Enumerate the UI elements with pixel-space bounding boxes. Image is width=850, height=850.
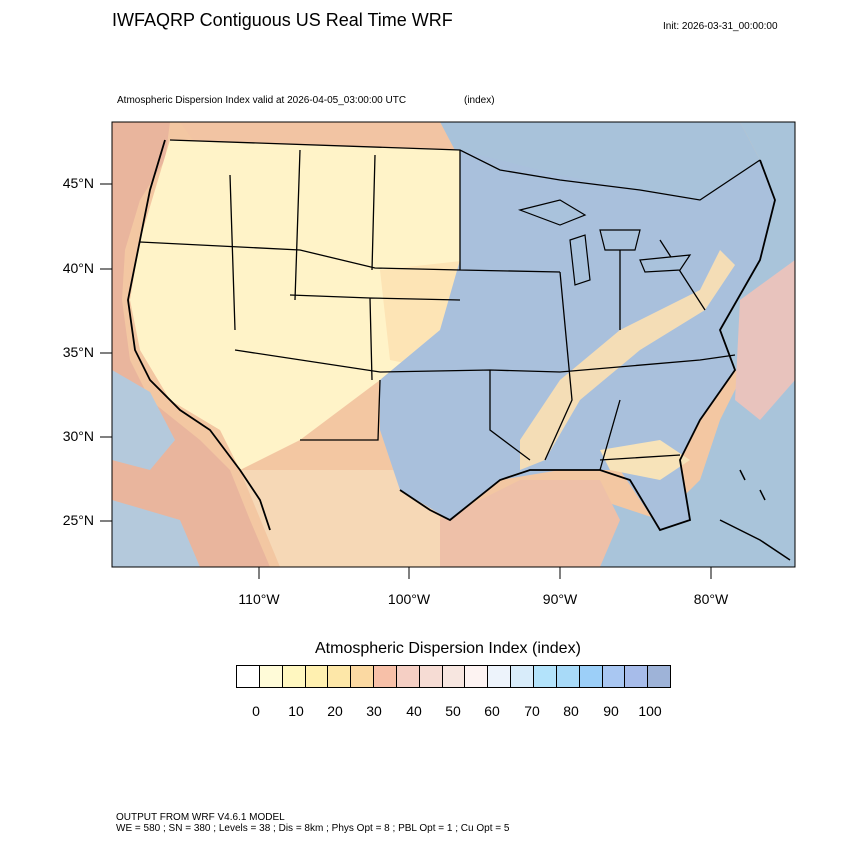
colorbar-swatch — [282, 666, 306, 687]
colorbar-swatch — [579, 666, 603, 687]
lon-label-90w: 90°W — [542, 591, 578, 607]
colorbar-swatch — [328, 666, 352, 687]
colorbar-tick-label: 0 — [252, 703, 260, 719]
colorbar-swatch — [374, 666, 397, 687]
pacific-blue-patches — [112, 370, 200, 567]
map-frame — [111, 121, 796, 568]
cuba-bahamas — [719, 469, 791, 561]
great-lakes — [517, 199, 692, 286]
colorbar-swatch — [511, 666, 534, 687]
colorbar-swatch — [351, 666, 375, 687]
field-subtitle: Atmospheric Dispersion Index valid at 20… — [117, 95, 407, 106]
coastline — [127, 139, 776, 532]
atlantic-pink-band — [735, 260, 795, 420]
southeast-band — [600, 440, 690, 480]
colorbar-tick-label: 90 — [603, 703, 619, 719]
colorbar-tick-label: 40 — [406, 703, 422, 719]
colorbar-swatch — [442, 666, 466, 687]
colorbar-swatch — [465, 666, 489, 687]
colorbar-tick-label: 30 — [366, 703, 382, 719]
lon-label-110w: 110°W — [238, 591, 280, 607]
colorbar-swatch — [556, 666, 580, 687]
state-borders — [139, 139, 761, 471]
colorbar-swatch — [533, 666, 557, 687]
colorbar-swatch — [305, 666, 329, 687]
colorbar-swatch — [488, 666, 512, 687]
colorbar-tick-label: 60 — [484, 703, 500, 719]
lat-label-45n: 45°N — [62, 175, 94, 191]
footer-model-line: OUTPUT FROM WRF V4.6.1 MODEL — [116, 812, 285, 823]
lon-label-80w: 80°W — [693, 591, 729, 607]
colorbar-tick-label: 10 — [288, 703, 304, 719]
gulf-region — [440, 480, 620, 567]
colorbar-swatch — [602, 666, 626, 687]
lon-ticks — [258, 567, 712, 579]
colorbar-tick-label: 80 — [563, 703, 579, 719]
field-units: (index) — [464, 95, 495, 106]
appalachian-band — [520, 250, 735, 470]
colorbar-tick-label: 70 — [524, 703, 540, 719]
lon-label-100w: 100°W — [387, 591, 431, 607]
colorbar-swatch — [396, 666, 420, 687]
colorbar-swatch — [259, 666, 283, 687]
lat-label-40n: 40°N — [62, 260, 94, 276]
lat-label-30n: 30°N — [62, 428, 94, 444]
colorbar-tick-label: 20 — [327, 703, 343, 719]
lat-label-25n: 25°N — [62, 512, 94, 528]
colorbar-swatch — [419, 666, 443, 687]
colorbar-title: Atmospheric Dispersion Index (index) — [315, 640, 581, 657]
mexico-region — [240, 470, 440, 567]
colorbar-swatch — [625, 666, 649, 687]
us-west-land — [130, 140, 460, 470]
colorbar-swatch — [237, 666, 260, 687]
init-time-label: Init: 2026-03-31_00:00:00 — [663, 21, 778, 32]
colorbar-tick-label: 100 — [638, 703, 662, 719]
footer-config-line: WE = 580 ; SN = 380 ; Levels = 38 ; Dis … — [116, 823, 510, 834]
lat-ticks — [100, 183, 112, 522]
chart-title: IWFAQRP Contiguous US Real Time WRF — [112, 10, 453, 30]
colorbar-tick-label: 50 — [445, 703, 461, 719]
canada-blue-region — [440, 122, 760, 200]
colorbar — [236, 665, 671, 688]
us-east-land — [380, 150, 775, 530]
colorbar-swatch — [648, 666, 671, 687]
lat-label-35n: 35°N — [62, 344, 94, 360]
atlantic-ocean-region — [560, 122, 795, 567]
